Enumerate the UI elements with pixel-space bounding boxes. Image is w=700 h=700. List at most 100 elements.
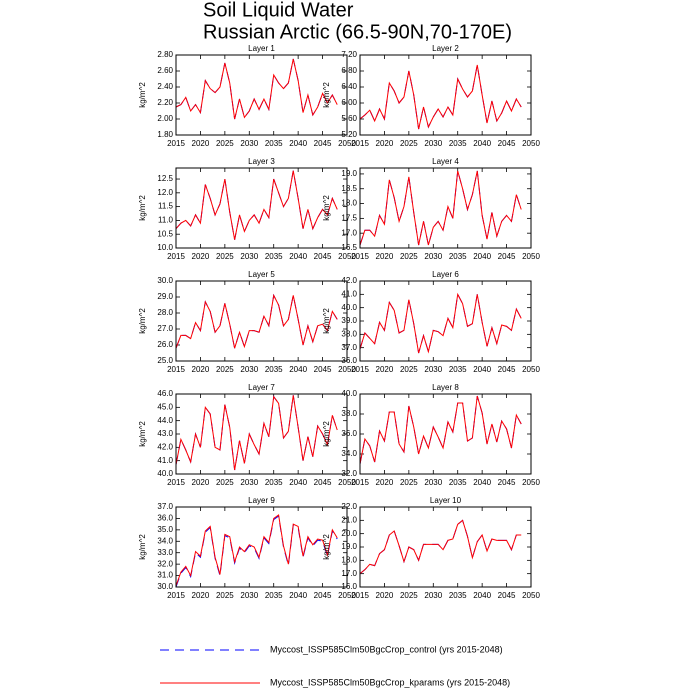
y-tick-label: 43.0 xyxy=(157,429,173,438)
y-tick-label: 27.0 xyxy=(157,324,173,333)
x-tick-label: 2040 xyxy=(289,478,307,487)
x-tick-label: 2040 xyxy=(289,252,307,261)
x-tick-label: 2035 xyxy=(449,591,467,600)
x-tick-label: 2020 xyxy=(376,139,394,148)
y-tick-label: 6.00 xyxy=(341,98,357,107)
x-tick-label: 2050 xyxy=(338,252,356,261)
y-tick-label: 38.0 xyxy=(341,409,357,418)
figure-subtitle: Russian Arctic (66.5-90N,70-170E) xyxy=(203,21,512,43)
y-tick-label: 18.5 xyxy=(341,184,357,193)
plot-frame xyxy=(175,54,348,136)
x-tick-label: 2025 xyxy=(216,252,234,261)
x-tick-label: 2025 xyxy=(216,591,234,600)
x-tick-label: 2040 xyxy=(473,139,491,148)
x-tick-label: 2030 xyxy=(240,252,258,261)
y-tick-label: 41.0 xyxy=(341,289,357,298)
y-tick-label: 17.0 xyxy=(341,228,357,237)
y-tick-label: 46.0 xyxy=(157,389,173,398)
y-tick-label: 36.0 xyxy=(341,429,357,438)
x-tick-label: 2020 xyxy=(376,478,394,487)
y-tick-label: 2.60 xyxy=(157,66,173,75)
y-axis-label: kg/m^2 xyxy=(322,421,331,447)
y-tick-label: 16.0 xyxy=(341,582,357,591)
x-tick-label: 2020 xyxy=(192,365,210,374)
y-tick-label: 2.20 xyxy=(157,98,173,107)
y-tick-label: 18.0 xyxy=(341,199,357,208)
x-tick-label: 2040 xyxy=(473,591,491,600)
y-tick-label: 44.0 xyxy=(157,416,173,425)
y-tick-label: 28.0 xyxy=(157,308,173,317)
x-tick-label: 2050 xyxy=(338,139,356,148)
panel-title: Layer 2 xyxy=(432,44,459,53)
x-tick-label: 2050 xyxy=(522,478,540,487)
plot-frame xyxy=(359,280,532,362)
x-tick-label: 2015 xyxy=(351,591,369,600)
x-tick-label: 2015 xyxy=(351,478,369,487)
plot-frame xyxy=(359,167,532,249)
x-tick-label: 2045 xyxy=(314,252,332,261)
x-tick-label: 2030 xyxy=(240,139,258,148)
x-tick-label: 2030 xyxy=(424,365,442,374)
y-tick-label: 11.0 xyxy=(158,216,174,225)
x-tick-label: 2050 xyxy=(338,478,356,487)
y-tick-label: 10.0 xyxy=(157,243,173,252)
y-tick-label: 2.00 xyxy=(157,114,173,123)
plot-frame xyxy=(175,167,348,249)
y-axis-label: kg/m^2 xyxy=(138,534,147,560)
x-tick-label: 2045 xyxy=(498,365,516,374)
panel-title: Layer 7 xyxy=(248,383,275,392)
y-tick-label: 6.40 xyxy=(341,82,357,91)
x-tick-label: 2045 xyxy=(314,478,332,487)
y-tick-label: 32.0 xyxy=(157,559,173,568)
y-tick-label: 34.0 xyxy=(157,536,173,545)
x-tick-label: 2045 xyxy=(498,252,516,261)
series-line xyxy=(175,395,338,471)
x-tick-label: 2015 xyxy=(167,365,185,374)
y-tick-label: 45.0 xyxy=(157,402,173,411)
plot-frame xyxy=(359,393,532,475)
x-tick-label: 2040 xyxy=(289,139,307,148)
y-tick-label: 7.20 xyxy=(341,50,357,59)
y-tick-label: 2.80 xyxy=(157,50,173,59)
plot-frame xyxy=(359,54,532,136)
x-tick-label: 2030 xyxy=(240,591,258,600)
y-tick-label: 6.80 xyxy=(341,66,357,75)
y-tick-label: 16.5 xyxy=(341,243,357,252)
x-tick-label: 2040 xyxy=(289,365,307,374)
series-line xyxy=(175,58,338,120)
x-tick-label: 2045 xyxy=(498,591,516,600)
y-tick-label: 19.0 xyxy=(341,542,357,551)
y-tick-label: 12.0 xyxy=(157,188,173,197)
y-tick-label: 40.0 xyxy=(157,469,173,478)
y-tick-label: 12.5 xyxy=(157,174,173,183)
y-tick-label: 26.0 xyxy=(157,340,173,349)
x-tick-label: 2045 xyxy=(498,478,516,487)
panel-title: Layer 5 xyxy=(248,270,275,279)
x-tick-label: 2040 xyxy=(473,365,491,374)
series-line xyxy=(175,170,338,240)
y-tick-label: 17.5 xyxy=(341,213,357,222)
x-tick-label: 2035 xyxy=(449,139,467,148)
plot-frame xyxy=(175,280,348,362)
x-tick-label: 2025 xyxy=(400,365,418,374)
x-tick-label: 2015 xyxy=(167,252,185,261)
y-tick-label: 30.0 xyxy=(157,582,173,591)
y-tick-label: 30.0 xyxy=(157,276,173,285)
x-tick-label: 2025 xyxy=(400,478,418,487)
y-axis-label: kg/m^2 xyxy=(322,308,331,334)
y-tick-label: 37.0 xyxy=(341,343,357,352)
y-tick-label: 40.0 xyxy=(341,303,357,312)
panel-title: Layer 1 xyxy=(248,44,275,53)
panel-title: Layer 8 xyxy=(432,383,459,392)
panel-title: Layer 9 xyxy=(248,496,275,505)
series-line xyxy=(359,395,522,465)
series-line xyxy=(359,170,522,246)
y-tick-label: 25.0 xyxy=(157,356,173,365)
x-tick-label: 2050 xyxy=(522,365,540,374)
y-tick-label: 18.0 xyxy=(341,555,357,564)
y-tick-label: 31.0 xyxy=(157,571,173,580)
x-tick-label: 2050 xyxy=(522,139,540,148)
x-tick-label: 2025 xyxy=(400,139,418,148)
x-tick-label: 2035 xyxy=(449,478,467,487)
y-tick-label: 5.20 xyxy=(341,130,357,139)
